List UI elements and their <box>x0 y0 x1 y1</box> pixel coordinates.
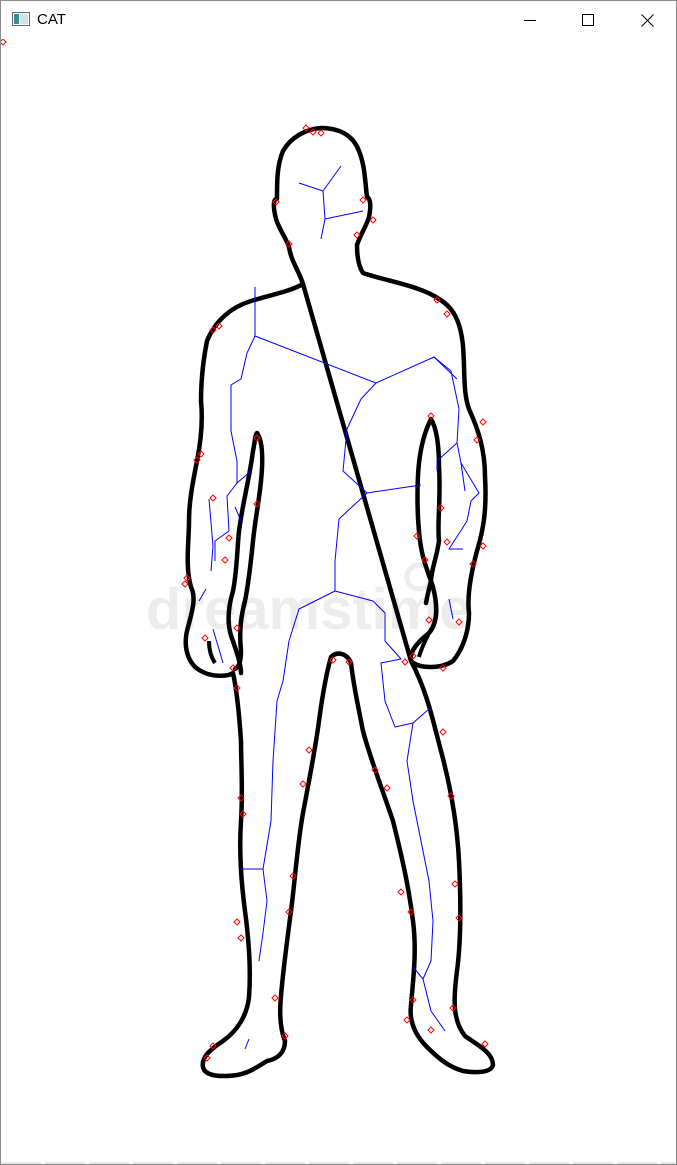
keypoint <box>233 918 241 926</box>
left-hand-gap <box>207 640 217 665</box>
keypoint <box>229 664 237 672</box>
keypoint <box>201 634 209 642</box>
keypoint <box>473 436 481 444</box>
keypoint <box>437 504 445 512</box>
keypoint <box>285 240 293 248</box>
keypoint <box>215 322 223 330</box>
keypoint <box>403 1016 411 1024</box>
svg-text:dreamstime: dreamstime <box>146 577 472 642</box>
keypoint <box>271 994 279 1002</box>
keypoint <box>209 494 217 502</box>
keypoint <box>183 574 191 582</box>
keypoint <box>237 794 245 802</box>
skeleton <box>198 165 480 1050</box>
keypoint <box>233 684 241 692</box>
keypoint <box>443 538 451 546</box>
keypoint <box>409 652 417 660</box>
keypoint <box>181 580 189 588</box>
keypoint <box>239 810 247 818</box>
keypoint <box>479 418 487 426</box>
keypoint <box>285 908 293 916</box>
close-button[interactable] <box>618 1 676 39</box>
keypoint <box>299 780 307 788</box>
keypoint <box>421 556 429 564</box>
keypoint <box>425 616 433 624</box>
keypoint <box>455 914 463 922</box>
keypoint <box>427 412 435 420</box>
keypoint <box>433 296 441 304</box>
image-canvas: dreamstime <box>1 39 676 1164</box>
keypoint <box>1 39 7 46</box>
keypoints <box>1 39 489 1062</box>
app-icon <box>12 12 30 26</box>
keypoint <box>369 216 377 224</box>
keypoint <box>371 766 379 774</box>
keypoint <box>317 129 325 137</box>
keypoint <box>397 888 405 896</box>
keypoint <box>383 784 391 792</box>
keypoint <box>197 450 205 458</box>
keypoint <box>193 456 201 464</box>
minimize-icon <box>524 20 536 21</box>
keypoint <box>221 556 229 564</box>
keypoint <box>401 658 409 666</box>
keypoint <box>272 198 280 206</box>
body-outline <box>183 125 496 1079</box>
keypoint <box>309 128 317 136</box>
keypoint <box>413 532 421 540</box>
maximize-icon <box>582 14 594 26</box>
keypoint <box>203 1054 211 1062</box>
maximize-button[interactable] <box>559 1 617 39</box>
keypoint <box>237 934 245 942</box>
keypoint <box>233 624 241 632</box>
title-bar[interactable]: CAT <box>1 1 676 39</box>
keypoint <box>443 310 451 318</box>
watermark: dreamstime <box>146 562 472 642</box>
keypoint <box>439 728 447 736</box>
keypoint <box>449 1004 457 1012</box>
keypoint <box>289 872 297 880</box>
keypoint <box>447 792 455 800</box>
minimize-button[interactable] <box>501 1 559 39</box>
keypoint <box>455 618 463 626</box>
keypoint <box>305 746 313 754</box>
keypoint <box>209 1042 217 1050</box>
keypoint <box>427 1026 435 1034</box>
keypoint <box>479 542 487 550</box>
keypoint <box>281 1032 289 1040</box>
keypoint <box>209 326 217 334</box>
keypoint <box>409 996 417 1004</box>
window-title: CAT <box>37 11 66 28</box>
keypoint <box>253 434 261 442</box>
keypoint <box>359 196 367 204</box>
keypoint <box>469 560 477 568</box>
keypoint <box>253 500 261 508</box>
keypoint <box>329 656 337 664</box>
keypoint <box>439 664 447 672</box>
keypoint <box>407 908 415 916</box>
close-icon <box>640 13 654 27</box>
keypoint <box>451 880 459 888</box>
keypoint <box>481 1040 489 1048</box>
keypoint <box>302 124 310 132</box>
keypoint <box>225 534 233 542</box>
keypoint <box>353 231 361 239</box>
keypoint <box>345 658 353 666</box>
right-hand-gap <box>417 632 431 658</box>
